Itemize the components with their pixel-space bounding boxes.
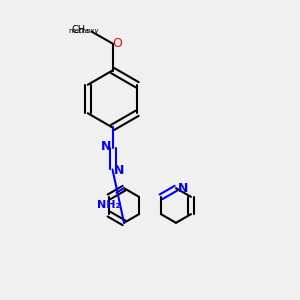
- Text: methoxy: methoxy: [69, 28, 99, 34]
- Text: N: N: [101, 140, 111, 154]
- Text: N: N: [114, 164, 124, 178]
- Text: CH₃: CH₃: [72, 25, 90, 35]
- Text: N: N: [177, 182, 188, 195]
- Text: O: O: [112, 37, 122, 50]
- Text: NH₂: NH₂: [97, 200, 121, 210]
